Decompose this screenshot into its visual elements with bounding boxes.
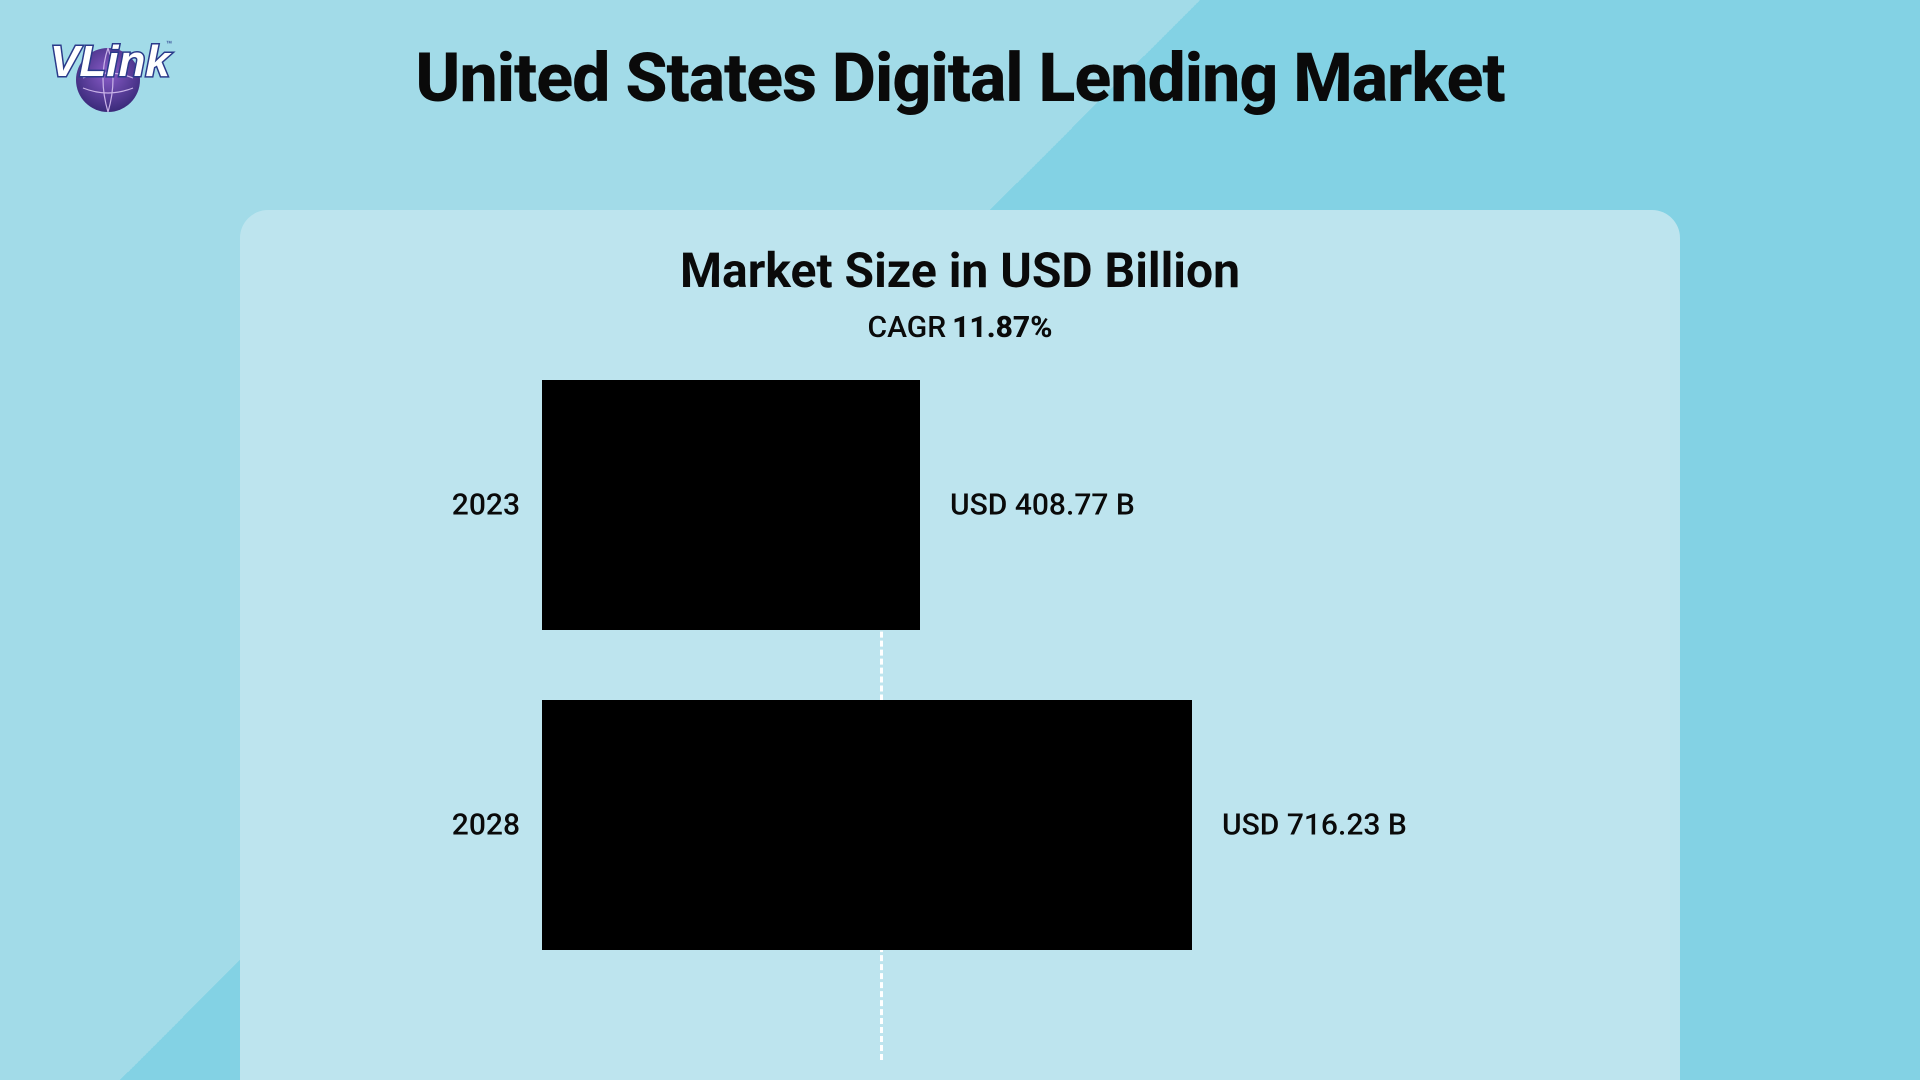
chart-panel: Market Size in USD Billion CAGR11.87% 20… xyxy=(240,210,1680,1080)
cagr-line: CAGR11.87% xyxy=(240,310,1680,345)
bar-2023 xyxy=(542,380,920,630)
year-label: 2028 xyxy=(440,808,520,843)
bar-2028 xyxy=(542,700,1192,950)
chart-row: 2023 USD 408.77 B xyxy=(240,380,1680,630)
chart-subtitle: Market Size in USD Billion xyxy=(240,242,1680,299)
page-title: United States Digital Lending Market xyxy=(0,38,1920,118)
cagr-label: CAGR xyxy=(868,310,947,345)
chart-row: 2028 USD 716.23 B xyxy=(240,700,1680,950)
value-label: USD 716.23 B xyxy=(1222,808,1407,843)
cagr-value: 11.87% xyxy=(952,310,1052,345)
bar-chart: 2023 USD 408.77 B 2028 USD 716.23 B xyxy=(240,380,1680,1080)
year-label: 2023 xyxy=(440,488,520,523)
value-label: USD 408.77 B xyxy=(950,488,1135,523)
